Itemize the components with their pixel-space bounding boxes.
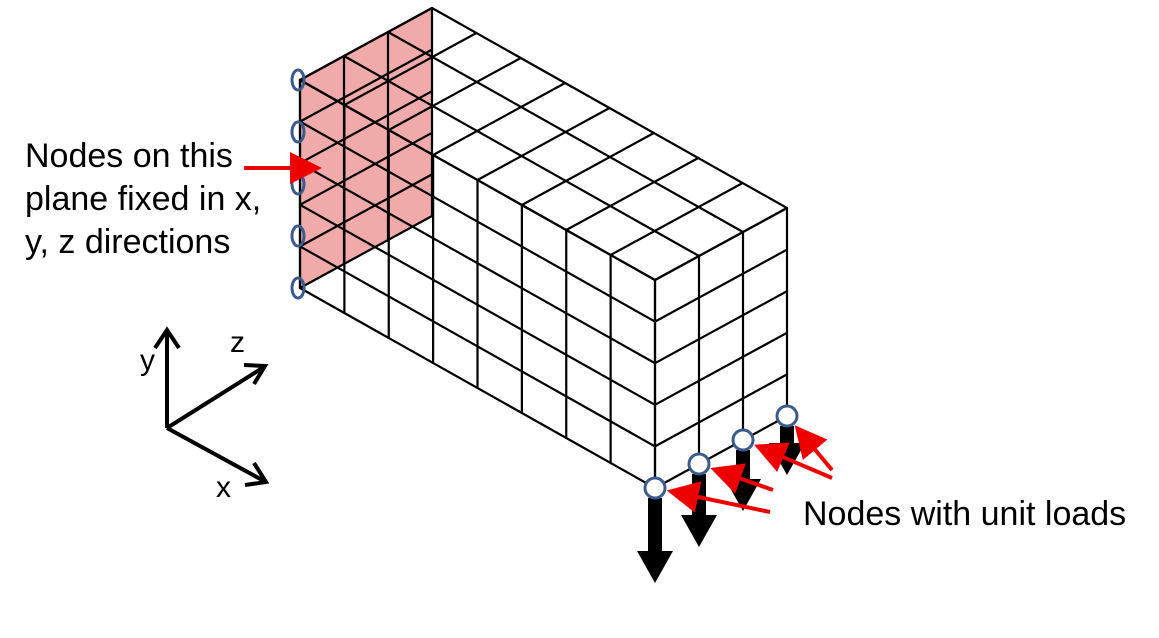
loaded-node-pointer-arrow bbox=[794, 425, 834, 472]
mesh-line-top-crosswise bbox=[609, 181, 744, 257]
mesh-line-end-horizontal bbox=[653, 331, 789, 406]
y-axis-arrowhead bbox=[153, 326, 181, 350]
loaded-node-pointer-arrow bbox=[754, 442, 833, 480]
load-arrow-head bbox=[681, 515, 717, 547]
z-axis-label: z bbox=[230, 326, 245, 359]
mesh-line-top-crosswise bbox=[520, 131, 655, 207]
x-axis-label: x bbox=[216, 471, 231, 504]
coordinate-axes: y z x bbox=[140, 326, 270, 504]
mesh-line-fixed-plane-horizontal bbox=[298, 131, 434, 206]
mesh-line-end-horizontal bbox=[653, 373, 789, 448]
mesh-line-fixed-plane-horizontal bbox=[298, 214, 434, 290]
mesh-line-end-horizontal bbox=[653, 248, 789, 323]
mesh-line-top-crosswise bbox=[432, 81, 567, 157]
fixed-node-marker bbox=[290, 120, 306, 144]
mesh-line-end-horizontal bbox=[653, 414, 789, 490]
fixed-label-line-2: plane fixed in x, bbox=[25, 180, 261, 218]
fixed-node-marker bbox=[290, 276, 306, 300]
mesh-line-fixed-plane-horizontal bbox=[298, 6, 434, 82]
loaded-node-marker bbox=[643, 476, 667, 500]
loaded-node-pointer-arrow bbox=[666, 481, 771, 514]
mesh-line-fixed-plane-horizontal bbox=[298, 90, 434, 165]
loads-label: Nodes with unit loads bbox=[803, 495, 1126, 533]
load-arrow-shaft bbox=[648, 498, 662, 551]
mesh-line-top-crosswise bbox=[476, 106, 611, 182]
load-arrow-shaft bbox=[780, 426, 794, 443]
load-arrow-head bbox=[637, 551, 673, 583]
loaded-node-marker bbox=[731, 428, 755, 452]
load-arrow-shaft bbox=[736, 450, 750, 479]
hex-mesh bbox=[298, 6, 789, 490]
mesh-line-end-horizontal bbox=[653, 206, 789, 282]
z-axis-line bbox=[165, 365, 266, 430]
fixed-label-line-3: y, z directions bbox=[25, 223, 230, 261]
z-axis-arrowhead bbox=[243, 363, 269, 386]
fixed-nodes bbox=[290, 68, 306, 300]
mesh-line-top-crosswise bbox=[387, 56, 522, 132]
fixed-node-marker bbox=[290, 224, 306, 248]
x-axis-arrowhead bbox=[244, 461, 270, 487]
x-axis-line bbox=[166, 426, 265, 483]
mesh-line-fixed-plane-horizontal bbox=[298, 173, 434, 248]
mesh-line-fixed-plane-horizontal bbox=[298, 48, 434, 123]
mesh-line-end-horizontal bbox=[653, 290, 789, 365]
mesh-line-top-crosswise bbox=[565, 156, 700, 232]
mesh-line-top-crosswise bbox=[343, 31, 478, 107]
y-axis-label: y bbox=[140, 344, 155, 377]
fixed-label-line-1: Nodes on this bbox=[25, 137, 233, 175]
loaded-node-marker bbox=[775, 404, 799, 428]
loaded-node-pointer-arrow bbox=[710, 463, 774, 494]
loaded-nodes bbox=[643, 404, 799, 500]
annotation-arrows bbox=[244, 152, 834, 514]
loaded-node-marker bbox=[687, 452, 711, 476]
fixed-node-marker bbox=[290, 68, 306, 92]
load-arrows bbox=[637, 426, 805, 583]
fixed-plane bbox=[300, 8, 432, 288]
